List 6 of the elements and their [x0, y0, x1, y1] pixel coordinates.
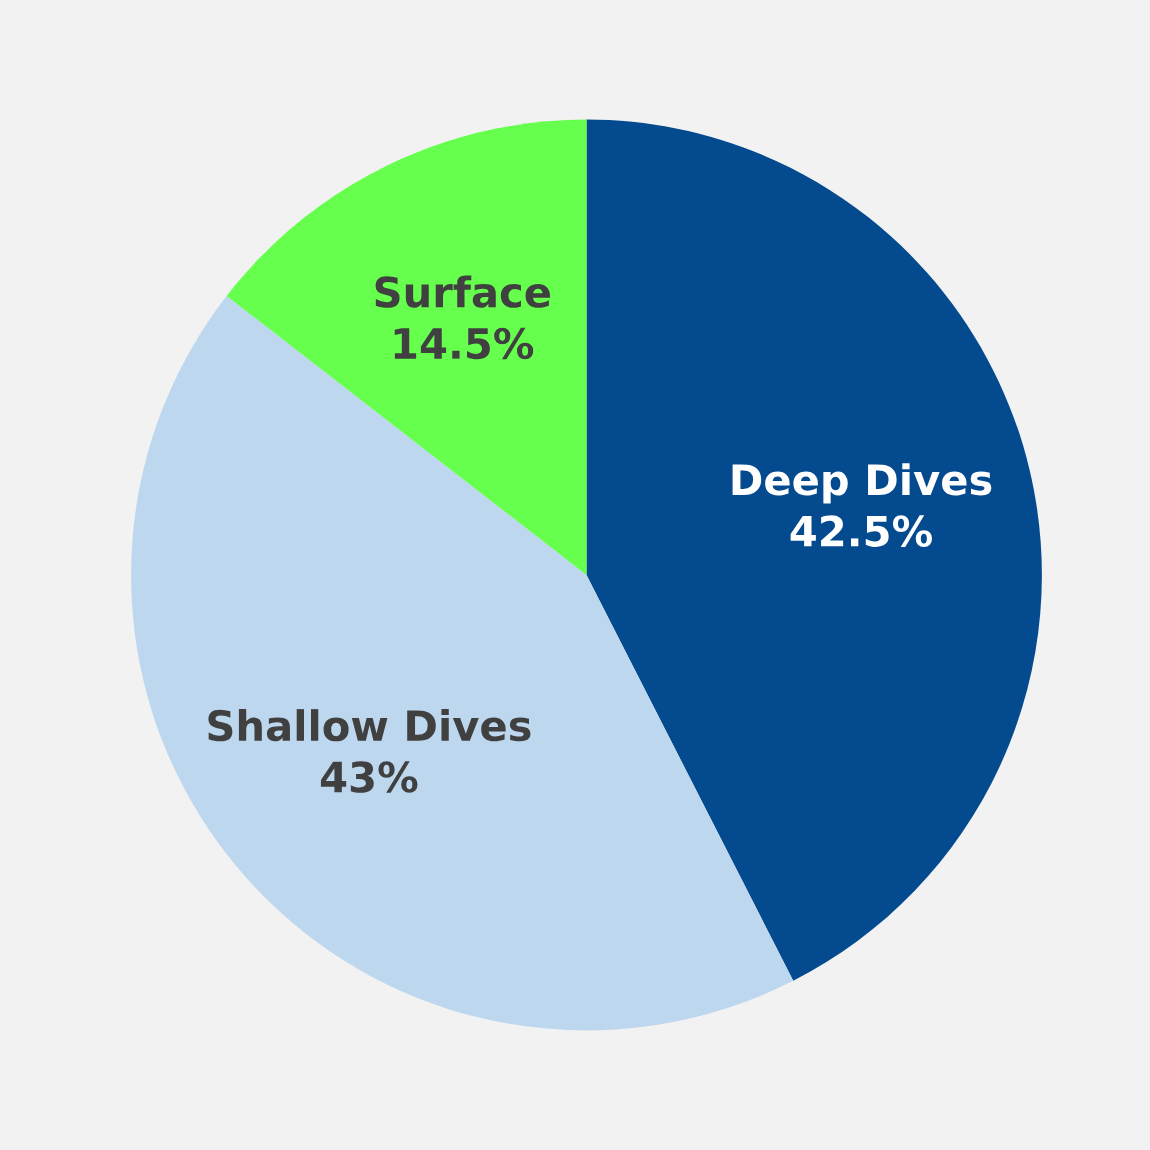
- data-label: 14.5%: [394, 327, 534, 360]
- slice-label: Deep Dives: [732, 463, 992, 504]
- data-label: 42.5%: [790, 515, 932, 547]
- slice-label: Surface: [375, 275, 550, 308]
- data-label: 43%: [320, 761, 418, 793]
- slice-label: Shallow Dives: [208, 709, 531, 742]
